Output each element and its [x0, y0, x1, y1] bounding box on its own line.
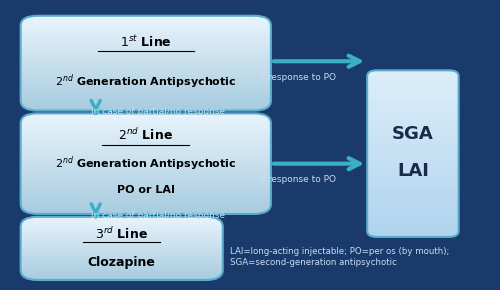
Text: In case of partial/no response: In case of partial/no response [92, 211, 226, 220]
Text: If response to PO: If response to PO [259, 72, 336, 81]
FancyBboxPatch shape [20, 217, 223, 280]
Text: Clozapine: Clozapine [88, 256, 156, 269]
FancyBboxPatch shape [20, 16, 271, 110]
Text: LAI=long-acting injectable; PO=per os (by mouth);
SGA=second-generation antipsyc: LAI=long-acting injectable; PO=per os (b… [230, 247, 450, 267]
Text: SGA: SGA [392, 124, 434, 142]
Text: In case of partial/no response: In case of partial/no response [92, 108, 226, 117]
Text: $2^{nd}$ Generation Antipsychotic: $2^{nd}$ Generation Antipsychotic [55, 73, 236, 91]
Text: $2^{nd}$ Generation Antipsychotic: $2^{nd}$ Generation Antipsychotic [55, 154, 236, 173]
Text: $1^{st}$ Line: $1^{st}$ Line [120, 35, 172, 50]
Text: $3^{rd}$ Line: $3^{rd}$ Line [95, 226, 148, 242]
FancyBboxPatch shape [367, 70, 458, 237]
Text: $2^{nd}$ Line: $2^{nd}$ Line [118, 128, 173, 144]
Text: LAI: LAI [397, 162, 429, 180]
Text: If response to PO: If response to PO [259, 175, 336, 184]
FancyBboxPatch shape [20, 113, 271, 214]
Text: PO or LAI: PO or LAI [117, 185, 175, 195]
